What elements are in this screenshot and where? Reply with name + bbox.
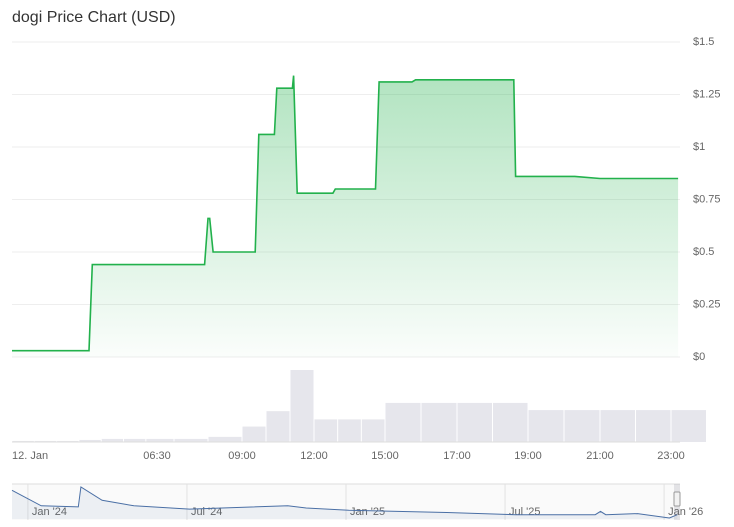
y-tick-label: $0.25 [693,298,721,310]
volume-bar [124,438,146,442]
volume-bar [457,402,492,442]
volume-bar [421,402,457,442]
x-tick-label: 15:00 [371,450,399,462]
navigator-tick-label: Jan '24 [32,506,67,518]
x-tick-label: 09:00 [228,450,256,462]
volume-bar [146,438,174,442]
volume-bar [314,419,338,442]
volume-bar [174,438,208,442]
y-tick-label: $1.5 [693,36,714,48]
navigator-line [11,486,678,519]
volume-bar [290,370,314,442]
volume-bar [57,440,79,442]
volume-bar [208,436,242,442]
volume-bar [600,410,635,442]
volume-bar [266,411,290,442]
x-tick-label: 12:00 [300,450,328,462]
volume-bar [34,440,57,442]
volume-bar [79,439,101,442]
volume-bar [101,438,124,442]
volume-bar [564,410,600,442]
navigator-handle[interactable] [673,491,681,507]
y-tick-label: $1.25 [693,88,721,100]
volume-bar [385,402,421,442]
x-tick-label: 17:00 [443,450,471,462]
y-tick-label: $1 [693,141,705,153]
navigator-area [12,487,678,519]
volume-bar [242,426,266,442]
y-tick-label: $0.75 [693,193,721,205]
volume-bar [493,402,528,442]
y-tick-label: $0.5 [693,246,714,258]
volume-bar [361,419,385,442]
price-line [12,75,679,352]
x-tick-label: 23:00 [657,450,685,462]
x-tick-label: 19:00 [514,450,542,462]
volume-bar [636,410,671,442]
volume-bar [12,440,34,442]
navigator-tick-label: Jan '25 [350,506,385,518]
x-tick-label: 06:30 [143,450,171,462]
volume-bar [671,410,706,442]
x-tick-label: 12. Jan [12,450,48,462]
y-tick-label: $0 [693,351,705,363]
x-tick-label: 21:00 [586,450,614,462]
volume-bar [338,419,361,442]
price-area [12,75,679,357]
chart-title: dogi Price Chart (USD) [12,9,176,26]
volume-bar [528,410,564,442]
